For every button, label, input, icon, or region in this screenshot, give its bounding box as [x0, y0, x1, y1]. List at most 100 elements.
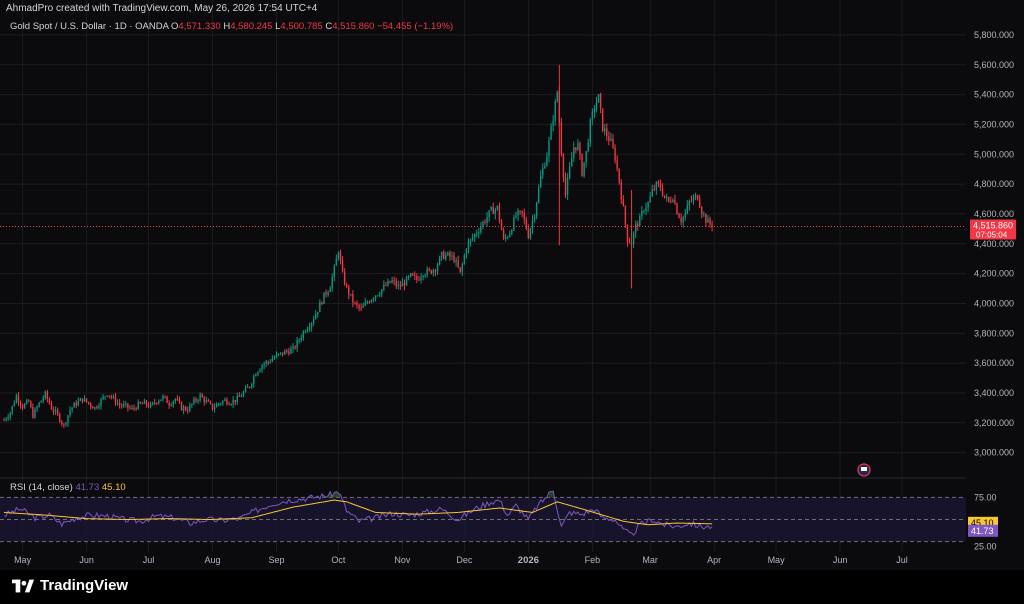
brand-name: TradingView [40, 577, 129, 594]
candle-body [707, 218, 709, 223]
candle-body [626, 224, 629, 243]
candle-body [238, 395, 241, 397]
candle-body [376, 295, 379, 297]
candle-body [275, 354, 278, 358]
candle-body [263, 363, 265, 366]
price-axis-label: 4,800.000 [974, 179, 1014, 189]
candle-body [583, 162, 585, 176]
candle-body [178, 399, 181, 403]
candle-body [312, 319, 315, 324]
candle-body [69, 409, 71, 416]
candle-body [525, 219, 527, 230]
candle-body [137, 401, 139, 410]
time-axis-label: Dec [456, 555, 473, 565]
us-flag-stripe-icon [861, 467, 867, 471]
candle-body [323, 292, 325, 304]
candle-body [127, 403, 129, 408]
candle-body [164, 395, 166, 398]
candle-body [550, 125, 552, 140]
candle-body [476, 233, 478, 235]
candle-body [533, 216, 536, 220]
candle-body [335, 258, 338, 266]
candle-body [236, 395, 238, 402]
candle-body [116, 402, 119, 404]
chart-area[interactable]: 5,800.000 5,600.000 5,400.000 5,200.000 5,00… [0, 0, 1024, 570]
candle-body [509, 233, 511, 237]
candle-body [38, 402, 40, 407]
candle-body [659, 184, 662, 189]
candle-body [81, 398, 84, 402]
price-chart-svg[interactable]: 5,800.000 5,600.000 5,400.000 5,200.000 5,00… [0, 0, 1024, 570]
candle-body [591, 111, 594, 120]
candle-body [368, 302, 371, 304]
candle-body [564, 177, 567, 195]
close-value: 4,515.860 [332, 21, 375, 32]
candle-body [331, 276, 333, 289]
candle-body [232, 399, 234, 405]
candle-body [143, 400, 146, 404]
candle-body [106, 395, 108, 397]
candle-body [473, 234, 476, 238]
candle-body [158, 400, 160, 403]
candle-body [40, 400, 42, 403]
candle-body [288, 351, 290, 354]
time-axis-label: Oct [331, 555, 346, 565]
candle-body [251, 383, 253, 388]
candle-body [690, 200, 693, 202]
candle-body [515, 215, 517, 218]
candle-body [589, 119, 591, 143]
candle-body [348, 286, 350, 295]
candle-body [527, 229, 530, 239]
candle-body [149, 403, 152, 407]
candle-body [213, 407, 216, 410]
time-axis-label: Jun [79, 555, 94, 565]
price-axis-label: 3,000.000 [974, 448, 1014, 458]
candle-body [5, 418, 7, 420]
candle-body [248, 386, 251, 388]
high-label: H [223, 21, 231, 32]
candle-body [244, 387, 247, 393]
candle-body [321, 302, 323, 304]
candle-body [556, 92, 558, 102]
candle-body [535, 202, 538, 217]
candle-body [451, 255, 453, 257]
tradingview-brand[interactable]: TradingView [12, 577, 128, 594]
rsi-value-tag [968, 524, 998, 537]
candle-body [224, 399, 226, 401]
open-label: O [171, 21, 179, 32]
time-axis-label: Mar [642, 555, 658, 565]
candle-body [151, 402, 154, 404]
candle-body [531, 219, 534, 229]
candle-body [300, 337, 302, 340]
candle-body [36, 406, 38, 410]
candle-body [170, 404, 172, 406]
candle-body [579, 142, 581, 155]
candle-body [292, 346, 294, 349]
candle-body [502, 229, 505, 239]
candle-body [195, 399, 197, 401]
candle-body [120, 405, 123, 407]
candle-body [46, 391, 49, 399]
candle-body [399, 285, 402, 287]
candle-body [32, 407, 34, 418]
candle-body [269, 361, 272, 363]
candle-body [61, 421, 63, 424]
chart-caption: AhmadPro created with TradingView.com, M… [6, 3, 318, 14]
candle-body [304, 331, 307, 333]
candle-body [571, 157, 573, 167]
candle-body [310, 323, 313, 328]
candle-body [71, 407, 73, 410]
candle-body [302, 331, 305, 338]
candle-body [632, 232, 635, 244]
candle-body [554, 101, 556, 121]
price-axis-label: 5,600.000 [974, 60, 1014, 70]
candle-body [370, 299, 373, 303]
candle-body [123, 404, 125, 406]
candle-body [614, 147, 616, 161]
candle-body [500, 220, 503, 230]
candle-body [94, 407, 96, 409]
candle-body [284, 350, 286, 355]
candle-body [432, 269, 435, 274]
candle-body [281, 352, 284, 355]
